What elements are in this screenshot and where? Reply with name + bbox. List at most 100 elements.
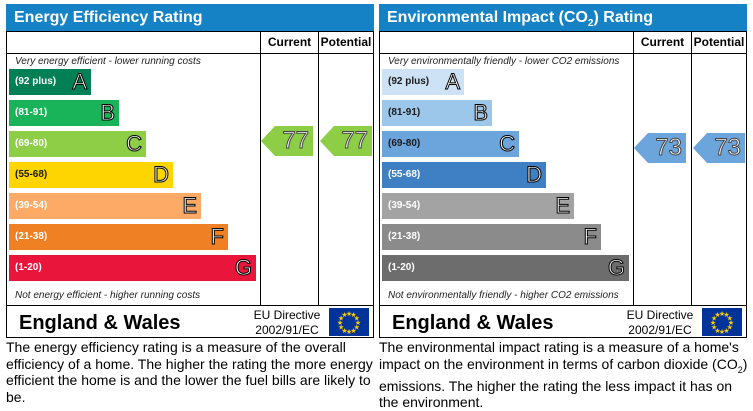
potential-rating-value: 73 [714, 134, 742, 162]
eu-flag-icon: ★ ★ ★ ★ ★ ★ ★ ★ ★ ★ ★ ★ [329, 308, 369, 336]
eu-stars: ★★★★★★★★★★★★ [710, 310, 734, 336]
current-rating-arrow: 77 [261, 126, 313, 156]
description-subscript: 2 [737, 364, 743, 375]
potential-rating-arrow: 73 [693, 133, 745, 163]
star-icon: ★ [354, 324, 360, 332]
band-letter: G [234, 255, 252, 281]
band-range: (1-20) [388, 262, 415, 273]
band-letter: D [153, 162, 170, 188]
band-letter: A [72, 69, 88, 95]
eu-directive-label: EU Directive 2002/91/EC [247, 308, 327, 338]
star-icon: ★ [341, 327, 347, 335]
star-icon: ★ [354, 315, 360, 323]
potential-column-header: Potential [693, 35, 745, 49]
rating-band-f: (21-38) F [9, 224, 228, 250]
region-label: England & Wales [19, 312, 181, 334]
band-range: (92 plus) [15, 76, 57, 87]
rating-band-d: (55-68) D [9, 162, 173, 188]
rating-band-c: (69-80) C [9, 131, 146, 157]
arrow-shape [634, 133, 686, 163]
band-range: (21-38) [15, 231, 48, 242]
band-range: (69-80) [388, 138, 421, 149]
band-letter: F [210, 224, 224, 250]
divider [7, 53, 373, 54]
band-range: (81-91) [15, 107, 48, 118]
band-letter: C [499, 131, 516, 157]
energy-panel-title: Energy Efficiency Rating [6, 4, 374, 31]
band-range: (39-54) [388, 200, 421, 211]
divider [7, 305, 373, 306]
environment-panel-title: Environmental Impact (CO2) Rating [379, 4, 747, 31]
band-letter: B [100, 100, 116, 126]
title-subscript: 2 [587, 18, 594, 30]
band-letter: F [583, 224, 597, 250]
arrow-shape [261, 126, 313, 156]
band-range: (69-80) [15, 138, 48, 149]
eu-stars: ★★★★★★★★★★★★ [337, 310, 361, 336]
band-range: (39-54) [15, 200, 48, 211]
divider [260, 32, 261, 305]
title-suffix: ) Rating [593, 9, 654, 26]
divider [691, 32, 692, 305]
rating-band-g: (1-20) G [382, 255, 629, 281]
star-icon: ★ [341, 311, 347, 319]
band-range: (55-68) [388, 169, 421, 180]
band-letter: B [473, 100, 489, 126]
star-icon: ★ [711, 324, 717, 332]
rating-band-b: (81-91) B [382, 100, 492, 126]
star-icon: ★ [714, 311, 720, 319]
description-part1: The environmental impact rating is a mea… [379, 339, 739, 372]
potential-rating-arrow: 77 [320, 126, 372, 156]
rating-band-f: (21-38) F [382, 224, 601, 250]
arrow-shape [693, 133, 745, 163]
star-icon: ★ [714, 327, 720, 335]
current-column-header: Current [640, 35, 685, 49]
star-icon: ★ [350, 311, 356, 319]
directive-line1: EU Directive [253, 308, 321, 322]
band-letter: E [555, 193, 571, 219]
eu-flag-icon: ★ ★ ★ ★ ★ ★ ★ ★ ★ ★ ★ ★ [702, 308, 742, 336]
star-icon: ★ [728, 319, 734, 327]
arrow-shape [320, 126, 372, 156]
energy-description: The energy efficiency rating is a measur… [6, 339, 373, 405]
rating-band-a: (92 plus) A [382, 69, 464, 95]
band-range: (1-20) [15, 262, 42, 273]
star-icon: ★ [346, 328, 352, 336]
bottom-note: Not environmentally friendly - higher CO… [388, 290, 619, 301]
star-icon: ★ [346, 310, 352, 318]
divider [318, 32, 319, 305]
rating-band-b: (81-91) B [9, 100, 119, 126]
star-icon: ★ [723, 327, 729, 335]
rating-band-c: (69-80) C [382, 131, 519, 157]
star-icon: ★ [355, 319, 361, 327]
star-icon: ★ [723, 311, 729, 319]
band-range: (55-68) [15, 169, 48, 180]
potential-column-header: Potential [320, 35, 372, 49]
star-icon: ★ [719, 328, 725, 336]
region-label: England & Wales [392, 312, 554, 334]
band-letter: C [126, 131, 143, 157]
energy-rating-table: Current Potential Very energy efficient … [6, 31, 374, 338]
top-note: Very energy efficient - lower running co… [15, 56, 201, 67]
directive-line2: 2002/91/EC [628, 323, 692, 337]
band-range: (81-91) [388, 107, 421, 118]
divider [380, 305, 746, 306]
band-letter: A [445, 69, 461, 95]
eu-directive-label: EU Directive 2002/91/EC [620, 308, 700, 338]
current-rating-value: 73 [655, 134, 683, 162]
bottom-note: Not energy efficient - higher running co… [15, 290, 201, 301]
star-icon: ★ [338, 315, 344, 323]
energy-efficiency-panel: Energy Efficiency Rating Current Potenti… [6, 4, 374, 338]
directive-line2: 2002/91/EC [255, 323, 319, 337]
current-rating-arrow: 73 [634, 133, 686, 163]
rating-band-e: (39-54) E [9, 193, 201, 219]
band-letter: E [182, 193, 198, 219]
star-icon: ★ [727, 315, 733, 323]
band-letter: D [526, 162, 543, 188]
environment-description: The environmental impact rating is a mea… [379, 339, 749, 411]
band-range: (21-38) [388, 231, 421, 242]
rating-band-d: (55-68) D [382, 162, 546, 188]
star-icon: ★ [338, 324, 344, 332]
rating-band-g: (1-20) G [9, 255, 256, 281]
star-icon: ★ [727, 324, 733, 332]
